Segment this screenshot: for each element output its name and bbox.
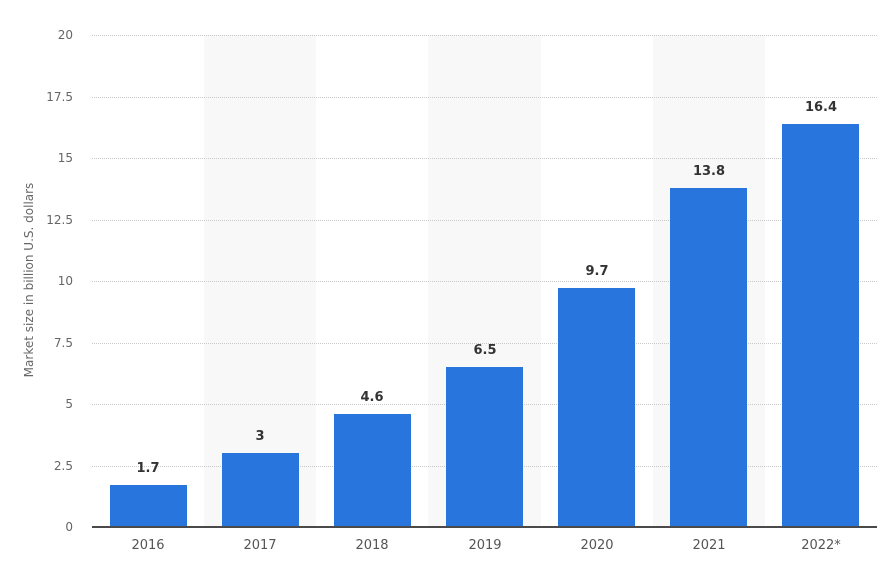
y-tick-label: 5 <box>65 397 73 411</box>
x-axis-line <box>92 526 877 528</box>
gridline <box>92 281 877 282</box>
gridline <box>92 35 877 36</box>
gridline <box>92 158 877 159</box>
bar-value-label: 16.4 <box>804 100 838 115</box>
x-tick-label: 2021 <box>692 538 726 553</box>
bar-value-label: 13.8 <box>692 164 726 179</box>
bar-value-label: 9.7 <box>585 264 609 279</box>
y-tick-label: 20 <box>57 28 73 42</box>
y-tick-label: 15 <box>57 151 73 165</box>
bar <box>222 453 299 527</box>
bar-value-label: 4.6 <box>360 390 384 405</box>
x-tick-label: 2022* <box>801 538 841 553</box>
gridline <box>92 343 877 344</box>
bar <box>558 288 635 527</box>
gridline <box>92 97 877 98</box>
y-tick-label: 10 <box>57 274 73 288</box>
x-tick-label: 2017 <box>243 538 277 553</box>
x-tick-label: 2018 <box>355 538 389 553</box>
x-tick-label: 2020 <box>580 538 614 553</box>
bar-value-label: 6.5 <box>473 343 497 358</box>
x-tick-label: 2019 <box>468 538 502 553</box>
bar <box>334 414 411 527</box>
bar <box>670 188 747 527</box>
bar-value-label: 3 <box>255 429 265 444</box>
y-tick-label: 7.5 <box>53 336 73 350</box>
y-tick-label: 2.5 <box>53 459 73 473</box>
bar <box>782 124 859 527</box>
gridline <box>92 220 877 221</box>
y-tick-label: 17.5 <box>46 90 73 104</box>
y-tick-label: 12.5 <box>46 213 73 227</box>
bar-value-label: 1.7 <box>136 461 160 476</box>
bar <box>110 485 187 527</box>
x-tick-label: 2016 <box>131 538 165 553</box>
y-tick-label: 0 <box>65 520 73 534</box>
bar <box>446 367 523 527</box>
